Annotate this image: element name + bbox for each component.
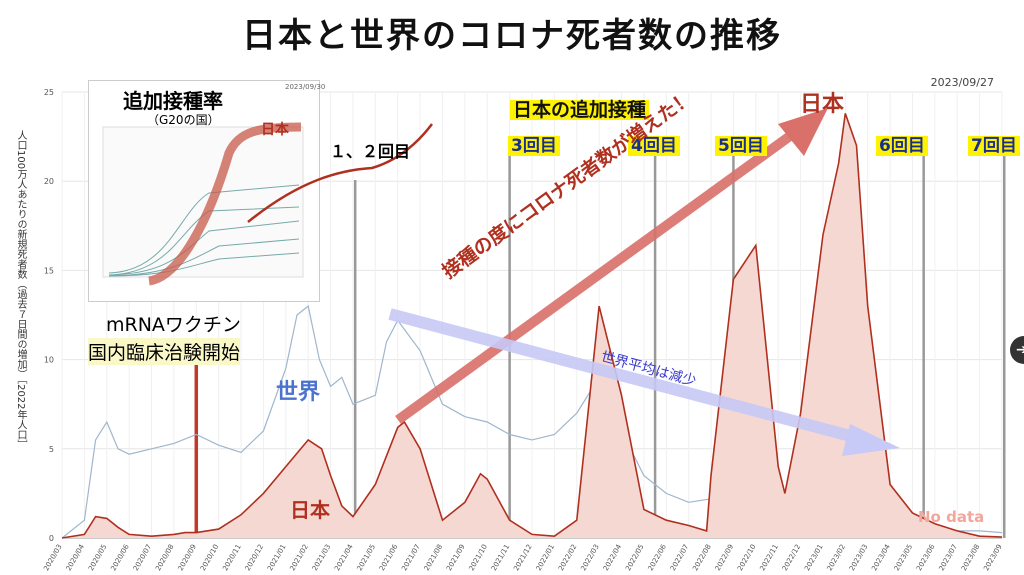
arrow-up-head	[778, 108, 828, 156]
inset-date: 2023/09/30	[285, 83, 326, 91]
dose3-label: 3回目	[508, 136, 560, 156]
y-tick-label: 5	[49, 445, 54, 454]
no-data-label: No data	[918, 508, 985, 526]
booster-rate-inset: 追加接種率 （G20の国） 2023/09/30 日本	[88, 80, 325, 302]
japan-curve-label: 日本	[290, 498, 330, 522]
arrow-down-head	[842, 424, 900, 456]
dose12-label: １、２回目	[330, 142, 411, 161]
dose4-label: 4回目	[628, 136, 680, 156]
y-axis-label: 人口100万人あたりの新規死者数（過去７日間の増加）［2022年人口］	[15, 130, 26, 450]
booster-header: 日本の追加接種	[510, 100, 650, 120]
y-tick-label: 20	[44, 177, 54, 186]
y-tick-labels: 0 5 10 15 20 25	[44, 88, 54, 543]
dose7-label: 7回目	[968, 136, 1020, 156]
y-tick-label: 15	[44, 266, 54, 275]
y-tick-label: 25	[44, 88, 54, 97]
inset-subtitle: （G20の国）	[147, 113, 220, 127]
arrow-down	[388, 308, 860, 444]
y-tick-label: 0	[49, 534, 54, 543]
world-label: 世界	[276, 380, 321, 405]
inset-title: 追加接種率	[123, 89, 223, 113]
next-arrow-button[interactable]: ➔	[1010, 336, 1024, 364]
mrna-label-2: 国内臨床治験開始	[88, 338, 241, 365]
inset-japan-label: 日本	[261, 122, 289, 138]
peak-japan-label: 日本	[800, 92, 845, 117]
date-stamp: 2023/09/27	[930, 76, 994, 89]
y-tick-label: 10	[44, 356, 54, 365]
japan-series-line	[61, 113, 1003, 539]
japan-series-area	[62, 113, 1002, 539]
inset-japan-line	[147, 122, 302, 286]
page-title: 日本と世界のコロナ死者数の推移	[242, 16, 782, 56]
arrow-up	[395, 131, 793, 425]
inset-plot	[102, 122, 304, 286]
dose5-label: 5回目	[715, 136, 767, 156]
dose6-label: 6回目	[876, 136, 928, 156]
mrna-label-1: mRNAワクチン	[106, 314, 241, 336]
